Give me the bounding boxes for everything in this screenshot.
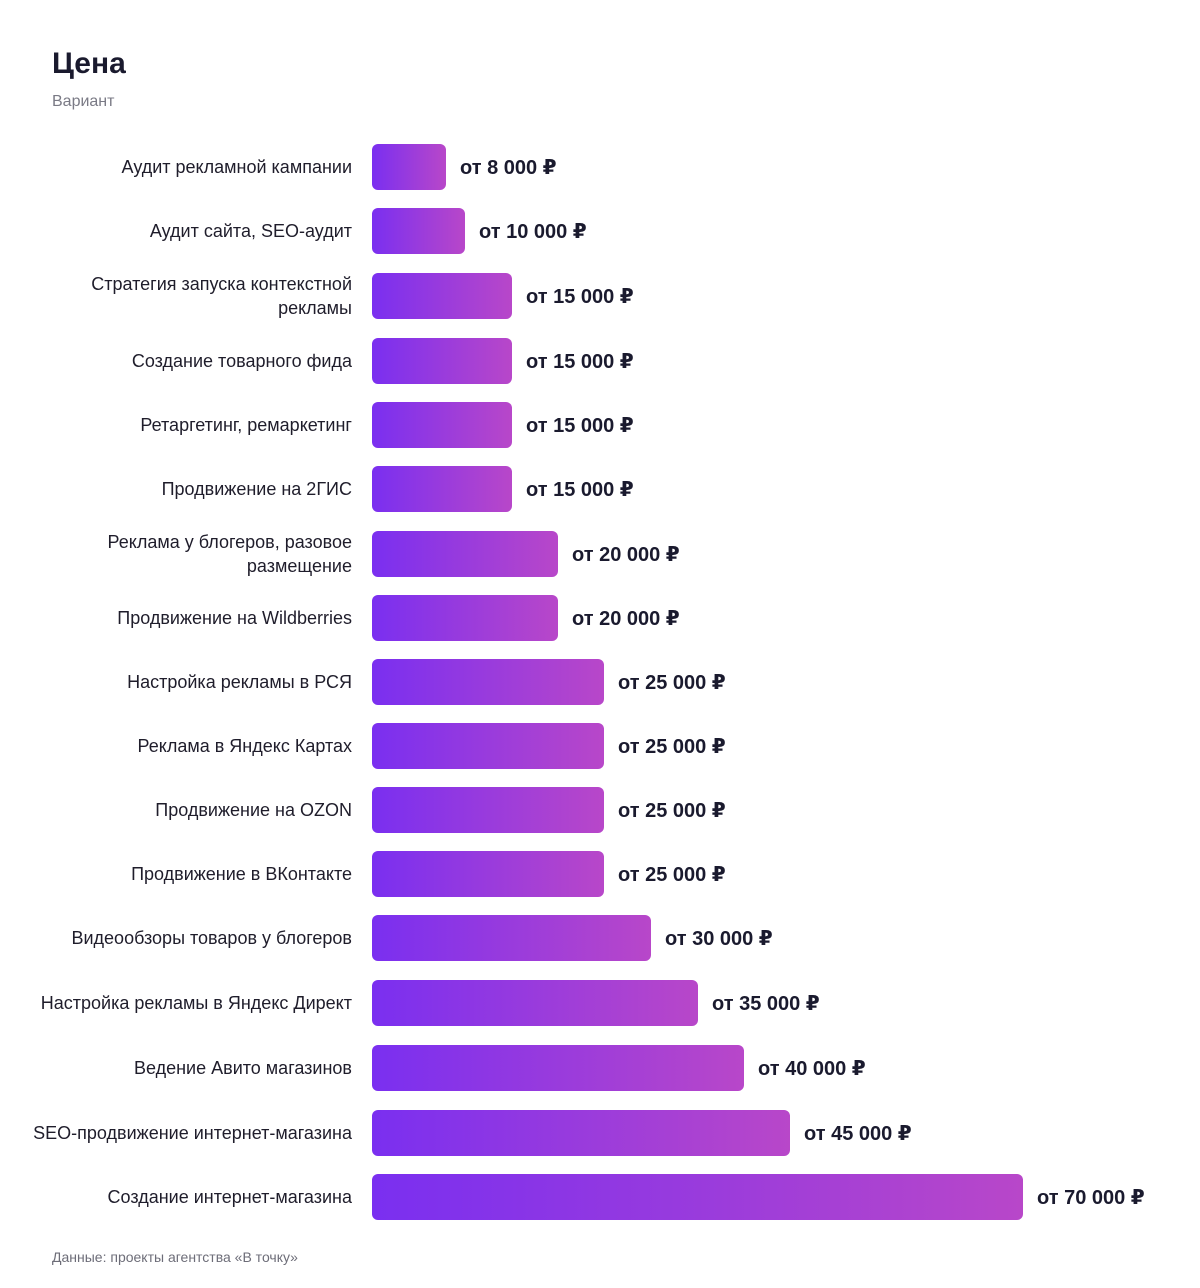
bar	[372, 466, 512, 512]
bar-row: Настройка рекламы в РСЯ от 25 000 ₽	[0, 659, 1200, 705]
bar-row: Продвижение на Wildberries от 20 000 ₽	[0, 595, 1200, 641]
bar	[372, 723, 604, 769]
bar-row: SEO-продвижение интернет-магазина от 45 0…	[0, 1110, 1200, 1156]
category-label: Создание товарного фида	[131, 351, 352, 371]
bar-row: Настройка рекламы в Яндекс Директ от 35 0…	[0, 980, 1200, 1026]
value-label: от 15 000 ₽	[526, 285, 634, 308]
category-label: Ведение Авито магазинов	[133, 1058, 352, 1078]
value-label: от 20 000 ₽	[572, 543, 680, 566]
value-label: от 25 000 ₽	[618, 799, 726, 822]
value-label: от 15 000 ₽	[526, 478, 634, 501]
value-label: от 25 000 ₽	[618, 671, 726, 694]
bar-row: Создание интернет-магазина от 70 000 ₽	[0, 1174, 1200, 1220]
value-label: от 70 000 ₽	[1037, 1186, 1145, 1209]
chart-title: Цена	[52, 47, 126, 80]
category-label: Создание интернет-магазина	[107, 1187, 352, 1207]
category-label: Стратегия запуска контекстной рекламы	[91, 274, 352, 318]
bar-row: Продвижение в ВКонтакте от 25 000 ₽	[0, 851, 1200, 897]
category-label: Реклама в Яндекс Картах	[137, 736, 352, 756]
value-label: от 15 000 ₽	[526, 350, 634, 373]
category-label: Видеообзоры товаров у блогеров	[71, 928, 352, 948]
bar-row: Продвижение на OZON от 25 000 ₽	[0, 787, 1200, 833]
bar	[372, 659, 604, 705]
category-label: Настройка рекламы в РСЯ	[127, 672, 352, 692]
bar-row: Аудит рекламной кампании от 8 000 ₽	[0, 144, 1200, 190]
value-label: от 45 000 ₽	[804, 1122, 912, 1145]
bar	[372, 402, 512, 448]
bar-row: Ведение Авито магазинов от 40 000 ₽	[0, 1045, 1200, 1091]
value-label: от 15 000 ₽	[526, 414, 634, 437]
bar	[372, 1174, 1023, 1220]
category-label: Настройка рекламы в Яндекс Директ	[40, 993, 352, 1013]
bar-row: Ретаргетинг, ремаркетинг от 15 000 ₽	[0, 402, 1200, 448]
bar-row: Стратегия запуска контекстной рекламы от …	[0, 273, 1200, 319]
bar	[372, 851, 604, 897]
bar	[372, 980, 698, 1026]
category-label: Реклама у блогеров, разовое размещение	[107, 532, 352, 576]
value-label: от 40 000 ₽	[758, 1057, 866, 1080]
category-label: Аудит сайта, SEO-аудит	[149, 221, 352, 241]
bar-row: Видеообзоры товаров у блогеров от 30 000 …	[0, 915, 1200, 961]
category-label: Продвижение на 2ГИС	[161, 479, 352, 499]
value-label: от 25 000 ₽	[618, 735, 726, 758]
category-label: SEO-продвижение интернет-магазина	[33, 1123, 352, 1143]
value-label: от 10 000 ₽	[479, 220, 587, 243]
category-label: Ретаргетинг, ремаркетинг	[140, 415, 352, 435]
bar	[372, 787, 604, 833]
category-label: Аудит рекламной кампании	[121, 157, 352, 177]
category-label: Продвижение на Wildberries	[117, 608, 352, 628]
value-label: от 35 000 ₽	[712, 992, 820, 1015]
value-label: от 25 000 ₽	[618, 863, 726, 886]
bar	[372, 595, 558, 641]
chart-subtitle: Вариант	[52, 93, 115, 110]
value-label: от 8 000 ₽	[460, 156, 557, 179]
value-label: от 30 000 ₽	[665, 927, 773, 950]
bar-row: Продвижение на 2ГИС от 15 000 ₽	[0, 466, 1200, 512]
source-note: Данные: проекты агентства «В точку»	[52, 1249, 298, 1265]
bar	[372, 1045, 744, 1091]
bar	[372, 338, 512, 384]
bar	[372, 208, 465, 254]
bar	[372, 1110, 790, 1156]
bar	[372, 144, 446, 190]
value-label: от 20 000 ₽	[572, 607, 680, 630]
category-label: Продвижение в ВКонтакте	[131, 864, 352, 884]
bar-row: Аудит сайта, SEO-аудит от 10 000 ₽	[0, 208, 1200, 254]
bar	[372, 531, 558, 577]
category-label: Продвижение на OZON	[155, 800, 352, 820]
bar-row: Реклама в Яндекс Картах от 25 000 ₽	[0, 723, 1200, 769]
bar-row: Создание товарного фида от 15 000 ₽	[0, 338, 1200, 384]
bar	[372, 915, 651, 961]
bar-row: Реклама у блогеров, разовое размещение от…	[0, 531, 1200, 577]
bar	[372, 273, 512, 319]
